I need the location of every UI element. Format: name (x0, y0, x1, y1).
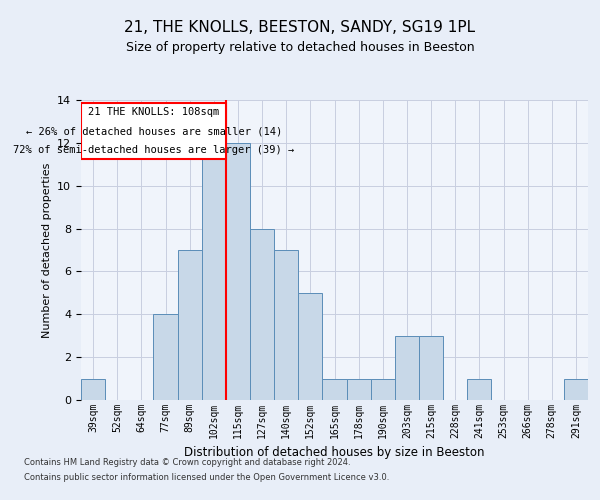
Text: ← 26% of detached houses are smaller (14): ← 26% of detached houses are smaller (14… (26, 126, 282, 136)
Bar (226, 143, 250, 400)
Bar (202, 143, 226, 400)
Y-axis label: Number of detached properties: Number of detached properties (41, 162, 52, 338)
Bar (322, 378, 347, 400)
Bar (250, 228, 274, 400)
Bar (564, 378, 588, 400)
Bar (298, 293, 322, 400)
Bar (347, 378, 371, 400)
Text: Contains public sector information licensed under the Open Government Licence v3: Contains public sector information licen… (24, 473, 389, 482)
X-axis label: Distribution of detached houses by size in Beeston: Distribution of detached houses by size … (184, 446, 485, 460)
Text: 21 THE KNOLLS: 108sqm: 21 THE KNOLLS: 108sqm (88, 107, 219, 117)
Bar (178, 250, 202, 400)
Bar (371, 378, 395, 400)
Bar (82, 103, 226, 159)
Bar (274, 250, 298, 400)
Text: 21, THE KNOLLS, BEESTON, SANDY, SG19 1PL: 21, THE KNOLLS, BEESTON, SANDY, SG19 1PL (124, 20, 476, 35)
Bar (81, 378, 105, 400)
Text: 72% of semi-detached houses are larger (39) →: 72% of semi-detached houses are larger (… (13, 146, 294, 156)
Text: Contains HM Land Registry data © Crown copyright and database right 2024.: Contains HM Land Registry data © Crown c… (24, 458, 350, 467)
Bar (467, 378, 491, 400)
Bar (419, 336, 443, 400)
Bar (395, 336, 419, 400)
Text: Size of property relative to detached houses in Beeston: Size of property relative to detached ho… (125, 41, 475, 54)
Bar (154, 314, 178, 400)
